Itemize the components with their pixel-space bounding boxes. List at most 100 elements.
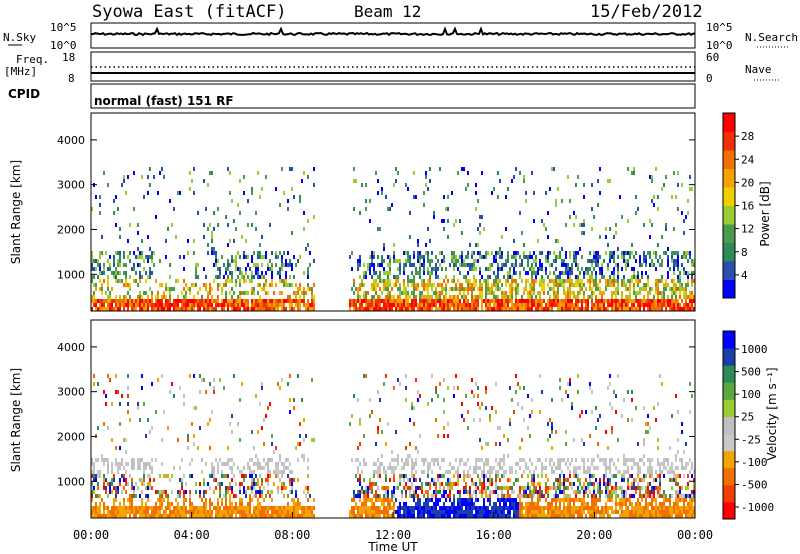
range-gate-cell bbox=[657, 299, 659, 303]
range-gate-cell bbox=[409, 494, 411, 498]
range-gate-cell bbox=[557, 498, 559, 502]
range-gate-cell bbox=[539, 482, 541, 486]
range-gate-cell bbox=[107, 295, 109, 299]
range-gate-cell bbox=[651, 263, 653, 267]
range-gate-cell bbox=[583, 183, 585, 187]
range-gate-cell bbox=[597, 203, 599, 207]
range-gate-cell bbox=[677, 299, 679, 303]
range-gate-cell bbox=[131, 478, 133, 482]
range-gate-cell bbox=[239, 438, 241, 442]
range-gate-cell bbox=[145, 434, 147, 438]
range-gate-cell bbox=[115, 295, 117, 299]
range-gate-cell bbox=[627, 295, 629, 299]
range-gate-cell bbox=[489, 291, 491, 295]
range-gate-cell bbox=[459, 462, 461, 466]
range-gate-cell bbox=[281, 259, 283, 263]
range-gate-cell bbox=[431, 267, 433, 271]
range-gate-cell bbox=[623, 303, 625, 307]
range-gate-cell bbox=[259, 299, 261, 303]
range-gate-cell bbox=[269, 490, 271, 494]
range-gate-cell bbox=[383, 494, 385, 498]
range-gate-cell bbox=[165, 506, 167, 510]
range-gate-cell bbox=[535, 295, 537, 299]
range-gate-cell bbox=[559, 502, 561, 506]
range-gate-cell bbox=[631, 418, 633, 422]
range-gate-cell bbox=[493, 271, 495, 275]
range-gate-cell bbox=[599, 279, 601, 283]
range-gate-cell bbox=[165, 283, 167, 287]
range-gate-cell bbox=[371, 263, 373, 267]
range-gate-cell bbox=[151, 506, 153, 510]
range-gate-cell bbox=[481, 295, 483, 299]
range-gate-cell bbox=[205, 506, 207, 510]
range-gate-cell bbox=[391, 514, 393, 518]
range-gate-cell bbox=[497, 295, 499, 299]
range-gate-cell bbox=[249, 502, 251, 506]
range-gate-cell bbox=[505, 291, 507, 295]
range-gate-cell bbox=[647, 299, 649, 303]
range-gate-cell bbox=[215, 486, 217, 490]
range-gate-cell bbox=[275, 466, 277, 470]
range-gate-cell bbox=[447, 470, 449, 474]
range-gate-cell bbox=[303, 299, 305, 303]
range-gate-cell bbox=[211, 410, 213, 414]
range-gate-cell bbox=[123, 283, 125, 287]
range-gate-cell bbox=[563, 287, 565, 291]
range-gate-cell bbox=[551, 287, 553, 291]
range-gate-cell bbox=[507, 490, 509, 494]
range-gate-cell bbox=[101, 299, 103, 303]
range-gate-cell bbox=[193, 374, 195, 378]
range-gate-cell bbox=[405, 183, 407, 187]
range-gate-cell bbox=[369, 219, 371, 223]
range-gate-cell bbox=[143, 291, 145, 295]
range-gate-cell bbox=[151, 299, 153, 303]
range-gate-cell bbox=[453, 303, 455, 307]
range-gate-cell bbox=[571, 514, 573, 518]
range-gate-cell bbox=[101, 454, 103, 458]
range-gate-cell bbox=[589, 434, 591, 438]
range-gate-cell bbox=[577, 263, 579, 267]
range-gate-cell bbox=[403, 271, 405, 275]
range-gate-cell bbox=[385, 494, 387, 498]
range-gate-cell bbox=[557, 275, 559, 279]
range-gate-cell bbox=[239, 211, 241, 215]
range-gate-cell bbox=[461, 307, 463, 311]
colorbar-tick-label: 28 bbox=[741, 130, 754, 143]
range-gate-cell bbox=[573, 295, 575, 299]
range-gate-cell bbox=[441, 307, 443, 311]
range-gate-cell bbox=[503, 275, 505, 279]
range-gate-cell bbox=[357, 398, 359, 402]
range-gate-cell bbox=[281, 482, 283, 486]
range-gate-cell bbox=[577, 506, 579, 510]
range-gate-cell bbox=[449, 462, 451, 466]
range-gate-cell bbox=[269, 514, 271, 518]
range-gate-cell bbox=[241, 470, 243, 474]
range-gate-cell bbox=[209, 291, 211, 295]
range-gate-cell bbox=[475, 486, 477, 490]
range-gate-cell bbox=[677, 275, 679, 279]
range-gate-cell bbox=[607, 494, 609, 498]
range-gate-cell bbox=[605, 502, 607, 506]
range-gate-cell bbox=[397, 462, 399, 466]
range-gate-cell bbox=[443, 398, 445, 402]
range-gate-cell bbox=[367, 486, 369, 490]
range-gate-cell bbox=[643, 223, 645, 227]
range-gate-cell bbox=[597, 179, 599, 183]
range-gate-cell bbox=[251, 430, 253, 434]
range-gate-cell bbox=[263, 486, 265, 490]
range-gate-cell bbox=[607, 498, 609, 502]
range-gate-cell bbox=[681, 183, 683, 187]
range-gate-cell bbox=[565, 303, 567, 307]
range-gate-cell bbox=[507, 307, 509, 311]
range-gate-cell bbox=[101, 458, 103, 462]
range-gate-cell bbox=[531, 482, 533, 486]
range-gate-cell bbox=[415, 267, 417, 271]
range-gate-cell bbox=[255, 474, 257, 478]
range-gate-cell bbox=[609, 275, 611, 279]
range-gate-cell bbox=[495, 255, 497, 259]
range-gate-cell bbox=[199, 303, 201, 307]
range-gate-cell bbox=[549, 418, 551, 422]
range-gate-cell bbox=[375, 498, 377, 502]
range-gate-cell bbox=[221, 474, 223, 478]
range-gate-cell bbox=[565, 263, 567, 267]
